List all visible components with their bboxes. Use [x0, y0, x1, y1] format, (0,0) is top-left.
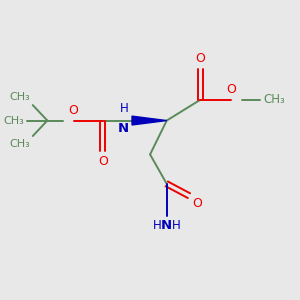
- Text: CH₃: CH₃: [10, 139, 31, 149]
- Polygon shape: [132, 116, 167, 125]
- Text: N: N: [118, 122, 129, 135]
- Text: H: H: [153, 219, 161, 232]
- Text: O: O: [68, 104, 78, 117]
- Text: O: O: [98, 155, 108, 168]
- Text: N: N: [161, 219, 172, 232]
- Text: O: O: [226, 83, 236, 96]
- Text: CH₃: CH₃: [263, 93, 285, 106]
- Text: CH₃: CH₃: [4, 116, 24, 126]
- Text: O: O: [192, 197, 202, 210]
- Text: O: O: [195, 52, 205, 65]
- Text: CH₃: CH₃: [10, 92, 31, 102]
- Text: H: H: [172, 219, 181, 232]
- Text: H: H: [120, 102, 129, 115]
